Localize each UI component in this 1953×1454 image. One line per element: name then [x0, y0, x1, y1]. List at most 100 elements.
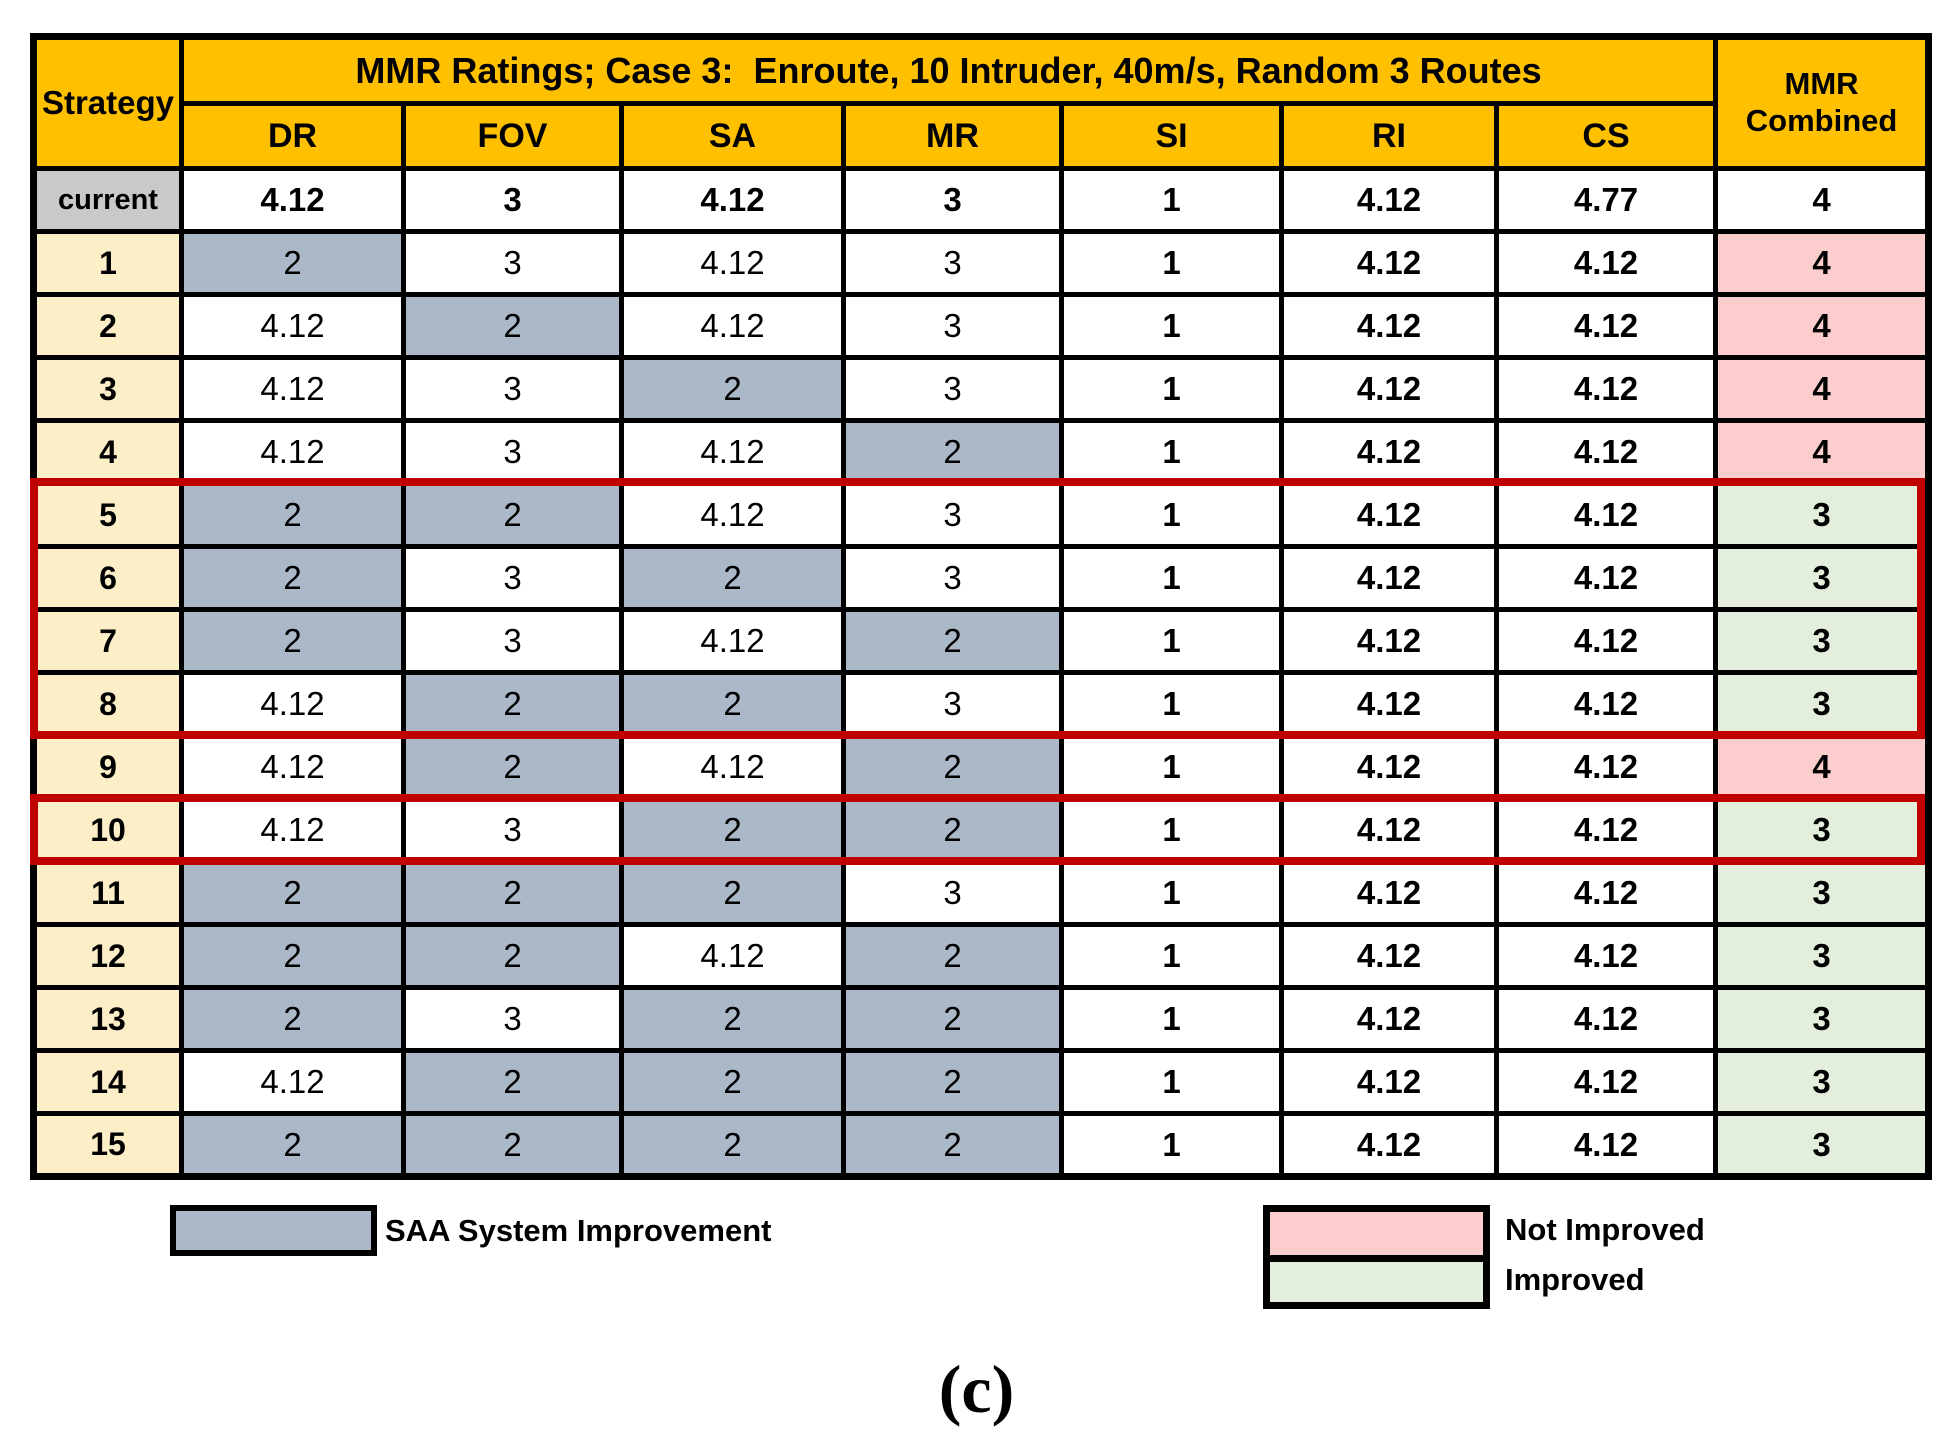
value-cell-9-sa: 4.12 — [619, 733, 846, 801]
strategy-cell-11: 11 — [31, 859, 184, 927]
value-cell-15-sa: 2 — [619, 1111, 846, 1179]
combined-cell-8: 3 — [1713, 670, 1932, 738]
value-cell-13-fov: 3 — [401, 985, 624, 1053]
table-row-11: 11 2 2 2 3 1 4.12 4.12 3 — [31, 859, 1932, 927]
value-cell-12-si: 1 — [1059, 922, 1284, 990]
value-cell-4-si: 1 — [1059, 418, 1284, 486]
combined-cell-6: 3 — [1713, 544, 1932, 612]
strategy-header-cell: Strategy — [31, 34, 184, 171]
strategy-cell-15: 15 — [31, 1111, 184, 1179]
value-cell-15-fov: 2 — [401, 1111, 624, 1179]
value-cell-2-dr: 4.12 — [179, 292, 406, 360]
value-cell-2-si: 1 — [1059, 292, 1284, 360]
value-cell-10-ri: 4.12 — [1279, 796, 1499, 864]
value-cell-10-si: 1 — [1059, 796, 1284, 864]
value-cell-10-mr: 2 — [841, 796, 1064, 864]
combined-cell-11: 3 — [1713, 859, 1932, 927]
value-cell-9-mr: 2 — [841, 733, 1064, 801]
strategy-cell-10: 10 — [31, 796, 184, 864]
value-cell-11-si: 1 — [1059, 859, 1284, 927]
value-cell-6-cs: 4.12 — [1493, 544, 1719, 612]
value-cell-1-cs: 4.12 — [1493, 229, 1719, 297]
column-header-dr: DR — [179, 101, 406, 171]
value-cell-9-ri: 4.12 — [1279, 733, 1499, 801]
value-cell-15-dr: 2 — [179, 1111, 406, 1179]
value-cell-15-cs: 4.12 — [1493, 1111, 1719, 1179]
value-cell-6-mr: 3 — [841, 544, 1064, 612]
value-cell-9-dr: 4.12 — [179, 733, 406, 801]
value-cell-4-ri: 4.12 — [1279, 418, 1499, 486]
value-cell-current-ri: 4.12 — [1279, 166, 1499, 234]
table-row-12: 12 2 2 4.12 2 1 4.12 4.12 3 — [31, 922, 1932, 990]
table-row-7: 7 2 3 4.12 2 1 4.12 4.12 3 — [31, 607, 1932, 675]
value-cell-1-mr: 3 — [841, 229, 1064, 297]
value-cell-14-ri: 4.12 — [1279, 1048, 1499, 1116]
combined-cell-12: 3 — [1713, 922, 1932, 990]
value-cell-6-dr: 2 — [179, 544, 406, 612]
value-cell-1-ri: 4.12 — [1279, 229, 1499, 297]
mmr-ratings-table: Strategy MMR Ratings; Case 3: Enroute, 1… — [30, 33, 1933, 1180]
value-cell-7-dr: 2 — [179, 607, 406, 675]
value-cell-2-cs: 4.12 — [1493, 292, 1719, 360]
value-cell-10-dr: 4.12 — [179, 796, 406, 864]
value-cell-15-si: 1 — [1059, 1111, 1284, 1179]
strategy-cell-12: 12 — [31, 922, 184, 990]
table-row-4: 4 4.12 3 4.12 2 1 4.12 4.12 4 — [31, 418, 1932, 486]
value-cell-current-cs: 4.77 — [1493, 166, 1719, 234]
value-cell-2-mr: 3 — [841, 292, 1064, 360]
value-cell-9-cs: 4.12 — [1493, 733, 1719, 801]
value-cell-7-ri: 4.12 — [1279, 607, 1499, 675]
table-row-current: current 4.12 3 4.12 3 1 4.12 4.77 4 — [31, 166, 1932, 234]
legend-saa-swatch — [170, 1205, 377, 1256]
value-cell-11-fov: 2 — [401, 859, 624, 927]
value-cell-13-cs: 4.12 — [1493, 985, 1719, 1053]
strategy-cell-9: 9 — [31, 733, 184, 801]
value-cell-1-dr: 2 — [179, 229, 406, 297]
table-row-13: 13 2 3 2 2 1 4.12 4.12 3 — [31, 985, 1932, 1053]
value-cell-current-sa: 4.12 — [619, 166, 846, 234]
value-cell-1-sa: 4.12 — [619, 229, 846, 297]
value-cell-3-sa: 2 — [619, 355, 846, 423]
legend-not-improved-label: Not Improved — [1505, 1212, 1705, 1247]
value-cell-13-dr: 2 — [179, 985, 406, 1053]
value-cell-2-sa: 4.12 — [619, 292, 846, 360]
value-cell-8-mr: 3 — [841, 670, 1064, 738]
value-cell-10-fov: 3 — [401, 796, 624, 864]
table-row-10: 10 4.12 3 2 2 1 4.12 4.12 3 — [31, 796, 1932, 864]
strategy-cell-7: 7 — [31, 607, 184, 675]
table-row-9: 9 4.12 2 4.12 2 1 4.12 4.12 4 — [31, 733, 1932, 801]
value-cell-13-sa: 2 — [619, 985, 846, 1053]
value-cell-3-dr: 4.12 — [179, 355, 406, 423]
strategy-cell-1: 1 — [31, 229, 184, 297]
column-header-sa: SA — [619, 101, 846, 171]
value-cell-4-fov: 3 — [401, 418, 624, 486]
value-cell-12-dr: 2 — [179, 922, 406, 990]
value-cell-8-cs: 4.12 — [1493, 670, 1719, 738]
value-cell-6-fov: 3 — [401, 544, 624, 612]
column-header-fov: FOV — [401, 101, 624, 171]
value-cell-12-mr: 2 — [841, 922, 1064, 990]
value-cell-current-si: 1 — [1059, 166, 1284, 234]
table-row-5: 5 2 2 4.12 3 1 4.12 4.12 3 — [31, 481, 1932, 549]
strategy-cell-5: 5 — [31, 481, 184, 549]
table-row-15: 15 2 2 2 2 1 4.12 4.12 3 — [31, 1111, 1932, 1179]
value-cell-11-sa: 2 — [619, 859, 846, 927]
legend-not-improved-swatch — [1270, 1212, 1483, 1262]
strategy-cell-2: 2 — [31, 292, 184, 360]
value-cell-4-dr: 4.12 — [179, 418, 406, 486]
value-cell-11-cs: 4.12 — [1493, 859, 1719, 927]
combined-cell-10: 3 — [1713, 796, 1932, 864]
value-cell-6-si: 1 — [1059, 544, 1284, 612]
combined-cell-13: 3 — [1713, 985, 1932, 1053]
value-cell-5-cs: 4.12 — [1493, 481, 1719, 549]
strategy-cell-8: 8 — [31, 670, 184, 738]
value-cell-8-fov: 2 — [401, 670, 624, 738]
value-cell-10-sa: 2 — [619, 796, 846, 864]
value-cell-8-dr: 4.12 — [179, 670, 406, 738]
value-cell-3-mr: 3 — [841, 355, 1064, 423]
strategy-cell-4: 4 — [31, 418, 184, 486]
value-cell-8-si: 1 — [1059, 670, 1284, 738]
table-row-8: 8 4.12 2 2 3 1 4.12 4.12 3 — [31, 670, 1932, 738]
value-cell-8-sa: 2 — [619, 670, 846, 738]
value-cell-15-ri: 4.12 — [1279, 1111, 1499, 1179]
